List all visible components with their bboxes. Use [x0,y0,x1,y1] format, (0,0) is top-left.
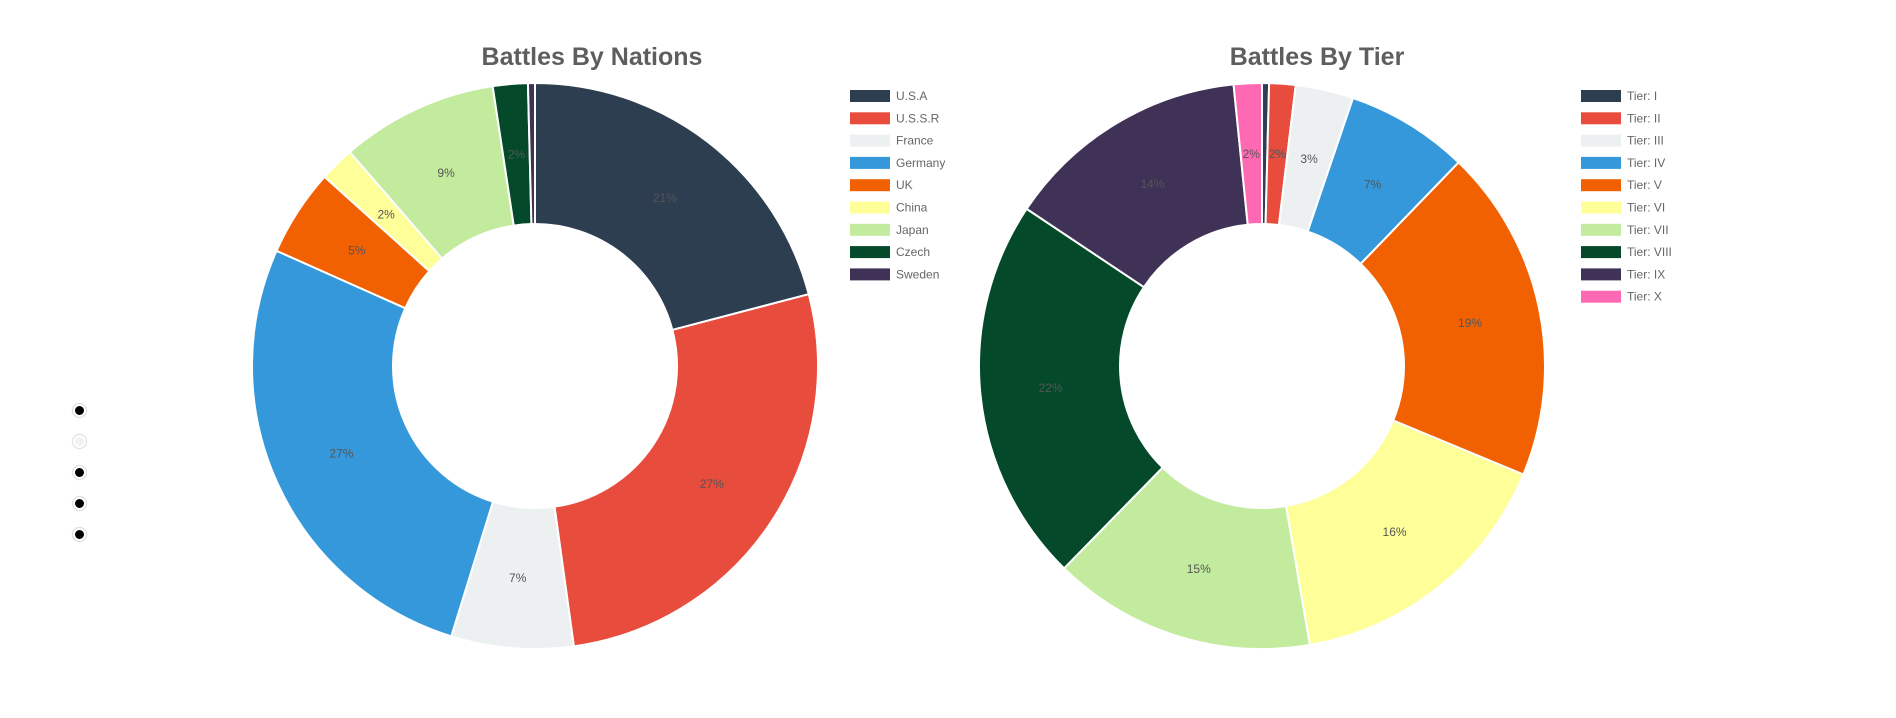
tier-legend-item-tier-iv[interactable]: Tier: IV [1581,156,1665,170]
nations-legend-item-u-s-s-r[interactable]: U.S.S.R [850,111,940,125]
tier-legend-swatch-tier-ix [1581,268,1621,281]
tier-slice-tier-vi[interactable] [1284,419,1525,647]
tier-slice-label-tier-ix: 14% [1140,177,1164,191]
tier-legend-item-tier-ii[interactable]: Tier: II [1581,111,1661,125]
tier-slice-label-tier-iii: 3% [1300,152,1318,166]
nations-legend-swatch-germany [850,156,890,169]
tier-legend-label-tier-iv: Tier: IV [1627,156,1665,170]
tier-slice-label-tier-viii: 22% [1039,381,1063,395]
tier-slice-tier-v[interactable] [1359,161,1546,476]
nations-legend-swatch-japan [850,223,890,236]
pagination-dot-3[interactable] [73,466,86,479]
pagination-dot-1[interactable] [73,404,86,417]
tier-legend-label-tier-i: Tier: I [1627,89,1657,103]
tier-legend-item-tier-vi[interactable]: Tier: VI [1581,201,1665,215]
tier-legend-label-tier-ix: Tier: IX [1627,267,1665,281]
tier-slice-label-tier-ii: 2% [1269,147,1287,161]
tier-slice-label-tier-v: 19% [1458,316,1482,330]
tier-legend-swatch-tier-vi [1581,201,1621,214]
tier-slice-label-tier-vii: 15% [1187,562,1211,576]
nations-legend-item-japan[interactable]: Japan [850,223,929,237]
tier-chart-title: Battles By Tier [1230,43,1405,71]
tier-legend-swatch-tier-iii [1581,134,1621,147]
tier-legend-swatch-tier-x [1581,290,1621,303]
nations-legend-swatch-china [850,201,890,214]
pagination-dot-4[interactable] [73,497,86,510]
tier-legend-label-tier-ii: Tier: II [1627,111,1661,125]
tier-legend-label-tier-vi: Tier: VI [1627,201,1665,215]
nations-legend-label-uk: UK [896,178,913,192]
nations-slice-label-china: 2% [377,207,395,221]
pagination-dot-2[interactable] [73,435,86,448]
tier-legend-swatch-tier-ii [1581,112,1621,125]
tier-slice-tier-viii[interactable] [978,207,1165,570]
tier-legend-label-tier-x: Tier: X [1627,290,1662,304]
tier-slice-tier-x[interactable] [1232,81,1263,226]
tier-legend-swatch-tier-vii [1581,223,1621,236]
nations-slice-label-japan: 9% [437,166,455,180]
nations-legend-swatch-france [850,134,890,147]
tier-legend-item-tier-i[interactable]: Tier: I [1581,89,1657,103]
nations-slice-u-s-a[interactable] [534,81,810,332]
nations-legend-label-china: China [896,201,928,215]
nations-slice-germany[interactable] [251,249,495,638]
nations-legend-item-china[interactable]: China [850,201,928,215]
nations-slice-label-czech: 2% [508,147,526,161]
tier-slice-label-tier-x: 2% [1243,147,1261,161]
nations-legend-item-uk[interactable]: UK [850,178,913,192]
pagination-dot-5[interactable] [73,528,86,541]
tier-legend-item-tier-ix[interactable]: Tier: IX [1581,267,1665,281]
tier-slice-tier-ix[interactable] [1025,83,1249,289]
nations-legend-item-germany[interactable]: Germany [850,156,945,170]
nations-slice-sweden[interactable] [526,81,536,226]
nations-legend-label-france: France [896,134,934,148]
nations-legend-label-u-s-a: U.S.A [896,89,927,103]
tier-legend-item-tier-v[interactable]: Tier: V [1581,178,1662,192]
tier-legend-swatch-tier-iv [1581,156,1621,169]
nations-legend-item-france[interactable]: France [850,134,934,148]
tier-legend-swatch-tier-viii [1581,246,1621,259]
tier-legend-swatch-tier-i [1581,90,1621,102]
tier-legend-item-tier-vii[interactable]: Tier: VII [1581,223,1669,237]
nations-legend-item-u-s-a[interactable]: U.S.A [850,89,927,103]
nations-legend-label-germany: Germany [896,156,945,170]
nations-legend-swatch-czech [850,246,890,259]
nations-slice-u-s-s-r[interactable] [553,292,819,648]
nations-legend-label-japan: Japan [896,223,929,237]
nations-chart-title: Battles By Nations [482,43,703,71]
nations-legend-label-u-s-s-r: U.S.S.R [896,111,940,125]
nations-legend-label-czech: Czech [896,245,930,259]
tier-legend-label-tier-vii: Tier: VII [1627,223,1669,237]
tier-slice-tier-vii[interactable] [1062,466,1312,650]
nations-slice-label-u-s-s-r: 27% [700,477,724,491]
tier-donut-chart: Battles By Tier 2% 3% 7% 19% 16% 15% 22% 14% 2% T… [978,43,1672,650]
tier-legend-label-tier-v: Tier: V [1627,178,1662,192]
slide-pagination [73,404,89,559]
nations-legend-swatch-u-s-a [850,90,890,102]
nations-legend-label-sweden: Sweden [896,267,939,281]
nations-legend-item-sweden[interactable]: Sweden [850,267,939,281]
tier-slice-label-tier-vi: 16% [1383,525,1407,539]
nations-slice-label-uk: 5% [348,243,366,257]
nations-slice-label-u-s-a: 21% [653,191,677,205]
nations-legend-swatch-sweden [850,268,890,281]
tier-legend-item-tier-iii[interactable]: Tier: III [1581,134,1664,148]
tier-slice-label-tier-iv: 7% [1364,178,1382,192]
nations-slice-label-france: 7% [509,571,527,585]
tier-legend-label-tier-iii: Tier: III [1627,134,1664,148]
nations-legend-swatch-u-s-s-r [850,112,890,125]
nations-legend-swatch-uk [850,179,890,192]
tier-legend-swatch-tier-v [1581,179,1621,192]
tier-legend-item-tier-viii[interactable]: Tier: VIII [1581,245,1672,259]
tier-legend-label-tier-viii: Tier: VIII [1627,245,1672,259]
nations-donut-chart: Battles By Nations 21% 27% 7% 27% 5% 2% 9% 2% U.… [251,43,945,650]
nations-legend-item-czech[interactable]: Czech [850,245,930,259]
tier-legend-item-tier-x[interactable]: Tier: X [1581,290,1662,304]
nations-slice-label-germany: 27% [329,447,353,461]
